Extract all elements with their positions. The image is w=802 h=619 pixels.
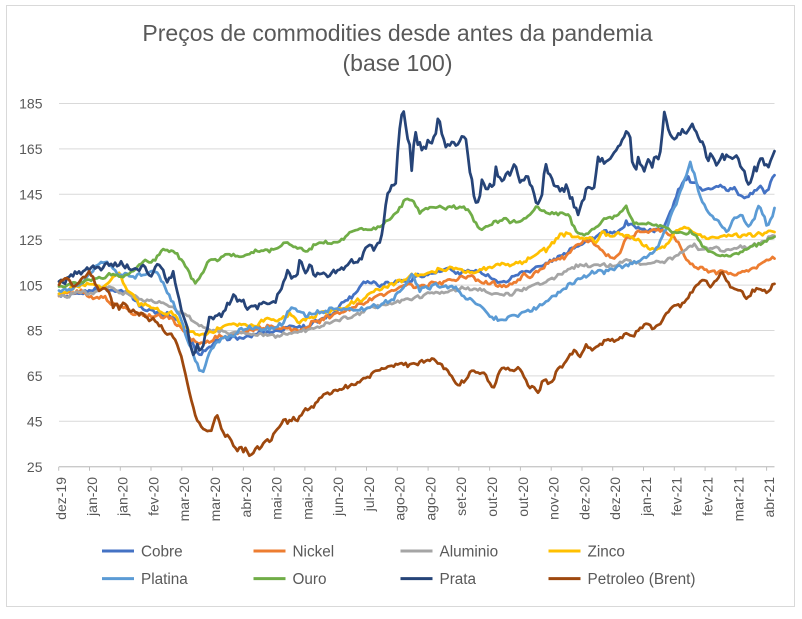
svg-text:fev-21: fev-21: [669, 477, 685, 516]
svg-text:Zinco: Zinco: [588, 544, 625, 561]
svg-text:Nickel: Nickel: [293, 544, 335, 561]
svg-text:45: 45: [27, 414, 43, 430]
svg-text:dez-20: dez-20: [576, 477, 592, 520]
svg-text:mar-20: mar-20: [207, 477, 223, 522]
svg-text:ago-20: ago-20: [423, 477, 439, 521]
svg-text:105: 105: [19, 277, 43, 293]
svg-text:jun-20: jun-20: [330, 477, 346, 517]
svg-text:65: 65: [27, 368, 43, 384]
svg-text:185: 185: [19, 96, 43, 112]
svg-text:out-20: out-20: [515, 477, 531, 517]
svg-text:85: 85: [27, 323, 43, 339]
svg-text:Preços de commodities desde an: Preços de commodities desde antes da pan…: [142, 20, 652, 46]
svg-text:Platina: Platina: [141, 571, 188, 588]
svg-text:jan-21: jan-21: [638, 477, 654, 517]
svg-text:Petroleo (Brent): Petroleo (Brent): [588, 571, 696, 588]
svg-text:dez-20: dez-20: [607, 477, 623, 520]
svg-text:ago-20: ago-20: [392, 477, 408, 521]
svg-text:mai-20: mai-20: [299, 477, 315, 520]
svg-text:jul-20: jul-20: [361, 477, 377, 512]
svg-text:mar-21: mar-21: [730, 477, 746, 522]
svg-text:25: 25: [27, 459, 43, 475]
svg-text:mar-20: mar-20: [176, 477, 192, 522]
svg-text:Ouro: Ouro: [293, 571, 327, 588]
svg-text:dez-19: dez-19: [53, 477, 69, 520]
svg-text:mai-20: mai-20: [269, 477, 285, 520]
svg-text:125: 125: [19, 232, 43, 248]
svg-text:(base 100): (base 100): [343, 50, 453, 76]
svg-text:set-20: set-20: [453, 477, 469, 516]
svg-text:out-20: out-20: [484, 477, 500, 517]
svg-text:nov-20: nov-20: [546, 477, 562, 520]
svg-text:jan-20: jan-20: [84, 477, 100, 517]
svg-text:jan-20: jan-20: [115, 477, 131, 517]
svg-text:Prata: Prata: [440, 571, 477, 588]
svg-text:165: 165: [19, 141, 43, 157]
svg-text:abr-20: abr-20: [238, 477, 254, 518]
svg-text:145: 145: [19, 187, 43, 203]
svg-text:abr-21: abr-21: [761, 477, 777, 518]
svg-text:fev-21: fev-21: [700, 477, 716, 516]
svg-text:Cobre: Cobre: [141, 544, 183, 561]
svg-text:fev-20: fev-20: [145, 477, 161, 516]
svg-text:Aluminio: Aluminio: [440, 544, 499, 561]
